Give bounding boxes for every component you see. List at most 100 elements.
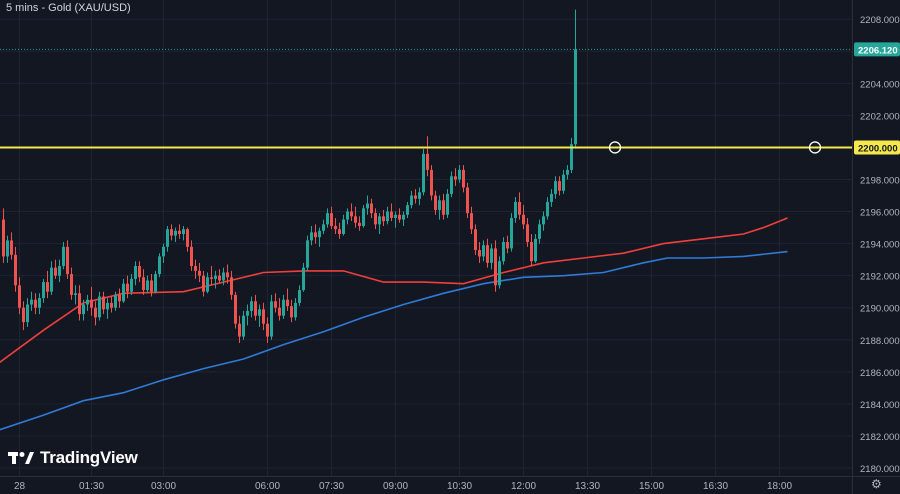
candle-body[interactable]: [258, 309, 261, 316]
candle-body[interactable]: [170, 229, 173, 236]
candle-body[interactable]: [486, 245, 489, 263]
candle-body[interactable]: [58, 266, 61, 276]
candle-body[interactable]: [298, 290, 301, 303]
candle-body[interactable]: [186, 229, 189, 247]
candle-body[interactable]: [466, 187, 469, 214]
candle-body[interactable]: [14, 254, 17, 286]
candle-body[interactable]: [278, 307, 281, 316]
candle-body[interactable]: [50, 267, 53, 292]
candle-body[interactable]: [242, 315, 245, 337]
candle-body[interactable]: [334, 225, 337, 230]
candle-body[interactable]: [446, 193, 449, 215]
candle-body[interactable]: [542, 216, 545, 225]
candle-body[interactable]: [502, 242, 505, 262]
candle-body[interactable]: [182, 229, 185, 234]
candle-body[interactable]: [162, 246, 165, 257]
candle-body[interactable]: [6, 240, 9, 257]
candle-body[interactable]: [318, 230, 321, 238]
candle-body[interactable]: [482, 245, 485, 257]
candle-body[interactable]: [470, 213, 473, 230]
candle-body[interactable]: [558, 181, 561, 191]
candle-body[interactable]: [238, 323, 241, 337]
candle-body[interactable]: [98, 296, 101, 318]
candle-body[interactable]: [358, 222, 361, 226]
candle-body[interactable]: [574, 49, 577, 145]
candle-body[interactable]: [90, 299, 93, 308]
candle-body[interactable]: [62, 246, 65, 267]
candle-body[interactable]: [422, 153, 425, 193]
candle-body[interactable]: [158, 256, 161, 275]
candle-body[interactable]: [374, 213, 377, 225]
candle-body[interactable]: [150, 280, 153, 292]
candle-body[interactable]: [534, 238, 537, 262]
candle-body[interactable]: [250, 301, 253, 311]
candle-body[interactable]: [226, 272, 229, 278]
candle-body[interactable]: [282, 299, 285, 316]
candle-body[interactable]: [30, 299, 33, 305]
candle-body[interactable]: [322, 224, 325, 231]
candle-body[interactable]: [166, 229, 169, 247]
candle-body[interactable]: [106, 302, 109, 310]
candle-body[interactable]: [206, 277, 209, 292]
candle-body[interactable]: [522, 214, 525, 225]
candle-body[interactable]: [202, 275, 205, 292]
candle-body[interactable]: [342, 219, 345, 234]
candle-body[interactable]: [18, 285, 21, 308]
candle-body[interactable]: [118, 294, 121, 302]
candle-body[interactable]: [338, 229, 341, 234]
candle-body[interactable]: [74, 293, 77, 295]
candle-body[interactable]: [414, 195, 417, 199]
candle-body[interactable]: [302, 267, 305, 291]
candle-body[interactable]: [198, 270, 201, 276]
candle-body[interactable]: [134, 266, 137, 279]
candle-body[interactable]: [190, 246, 193, 267]
candle-body[interactable]: [174, 230, 177, 236]
candle-body[interactable]: [326, 213, 329, 225]
candle-body[interactable]: [262, 309, 265, 324]
candle-body[interactable]: [222, 272, 225, 281]
candle-body[interactable]: [370, 203, 373, 214]
candle-body[interactable]: [546, 201, 549, 217]
candle-body[interactable]: [566, 169, 569, 175]
candle-body[interactable]: [86, 299, 89, 305]
candle-body[interactable]: [350, 211, 353, 217]
candle-body[interactable]: [34, 299, 37, 308]
candle-body[interactable]: [38, 298, 41, 308]
candle-body[interactable]: [122, 283, 125, 302]
candle-body[interactable]: [462, 169, 465, 188]
candle-body[interactable]: [2, 219, 5, 257]
candle-body[interactable]: [178, 230, 181, 234]
candle-body[interactable]: [114, 294, 117, 308]
candle-body[interactable]: [82, 304, 85, 315]
candle-body[interactable]: [266, 323, 269, 337]
candle-body[interactable]: [146, 280, 149, 291]
candle-body[interactable]: [218, 275, 221, 281]
candle-body[interactable]: [94, 307, 97, 318]
candle-body[interactable]: [102, 296, 105, 310]
candle-body[interactable]: [530, 242, 533, 262]
candle-body[interactable]: [402, 214, 405, 220]
candle-body[interactable]: [138, 266, 141, 278]
candle-body[interactable]: [386, 211, 389, 222]
candle-body[interactable]: [66, 246, 69, 275]
candle-body[interactable]: [214, 275, 217, 279]
candle-body[interactable]: [554, 181, 557, 194]
candle-body[interactable]: [366, 203, 369, 209]
candle-body[interactable]: [510, 217, 513, 249]
candle-body[interactable]: [294, 302, 297, 318]
candle-body[interactable]: [490, 248, 493, 263]
candle-body[interactable]: [450, 176, 453, 194]
candle-body[interactable]: [454, 176, 457, 180]
candle-body[interactable]: [390, 211, 393, 218]
candle-body[interactable]: [154, 274, 157, 292]
candle-body[interactable]: [438, 200, 441, 210]
candle-body[interactable]: [254, 301, 257, 316]
candle-body[interactable]: [458, 169, 461, 180]
candle-body[interactable]: [306, 240, 309, 268]
tradingview-logo[interactable]: TradingView: [8, 448, 138, 468]
candle-body[interactable]: [210, 277, 213, 279]
candle-body[interactable]: [550, 193, 553, 202]
candle-body[interactable]: [538, 224, 541, 239]
candle-body[interactable]: [398, 214, 401, 220]
